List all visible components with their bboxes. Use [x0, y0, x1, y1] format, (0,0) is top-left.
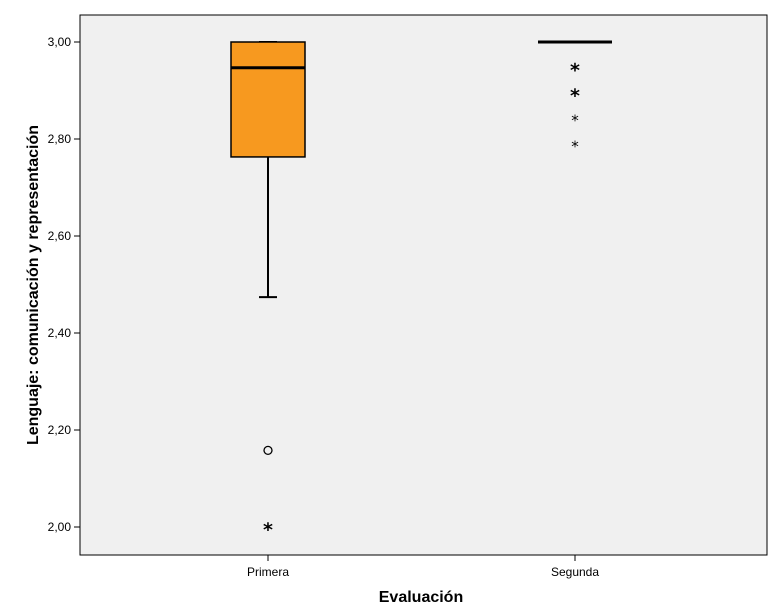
- y-tick-label: 2,60: [48, 229, 72, 243]
- y-tick-label: 2,20: [48, 423, 72, 437]
- box-segunda: * * * *: [538, 40, 612, 155]
- box-iqr: [230, 41, 306, 158]
- extreme-point: *: [571, 137, 579, 155]
- x-tick-label: Primera: [247, 565, 289, 579]
- y-axis: 2,00 2,20 2,40 2,60 2,80 3,00: [48, 35, 80, 534]
- plot-area: [79, 14, 768, 556]
- box-series: * * * * *: [230, 40, 612, 541]
- y-tick-label: 2,00: [48, 520, 72, 534]
- extreme-point: *: [571, 112, 579, 130]
- y-tick-label: 2,40: [48, 326, 72, 340]
- y-axis-title: Lenguaje: comunicación y representación: [25, 125, 42, 445]
- y-tick-label: 2,80: [48, 132, 72, 146]
- box-primera: *: [230, 41, 306, 541]
- extreme-point: *: [263, 519, 273, 541]
- extreme-point: *: [570, 85, 580, 107]
- extreme-point: *: [570, 60, 580, 82]
- outlier-point: [263, 445, 273, 456]
- x-axis-title: Evaluación: [379, 589, 463, 606]
- y-tick-label: 3,00: [48, 35, 72, 49]
- x-axis: Primera Segunda: [247, 555, 599, 579]
- x-tick-label: Segunda: [551, 565, 599, 579]
